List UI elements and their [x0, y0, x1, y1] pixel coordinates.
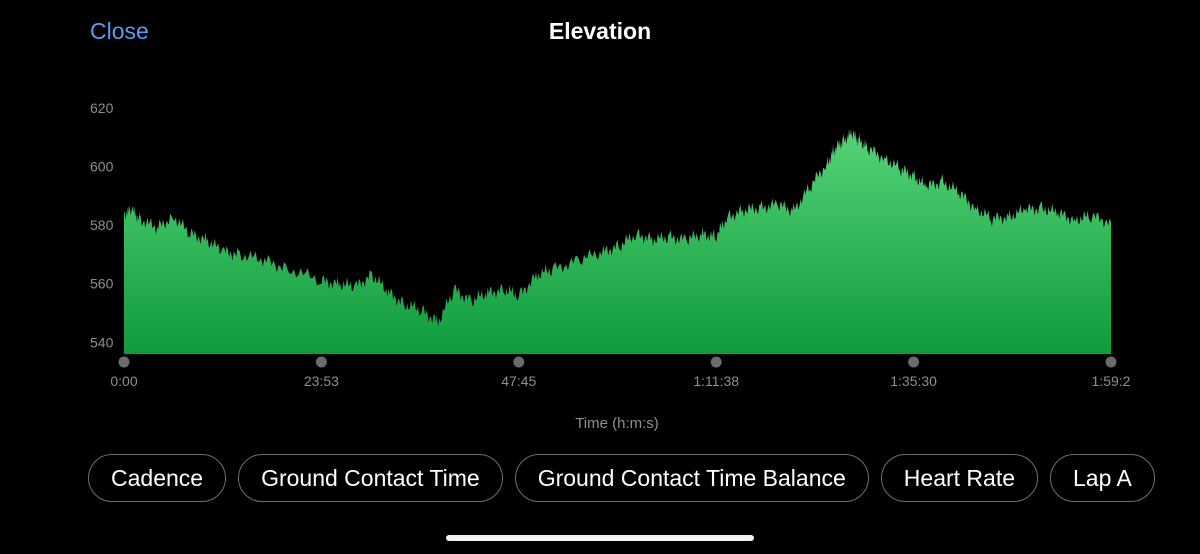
metric-pill-lap-a[interactable]: Lap A — [1050, 454, 1155, 502]
metric-pill-ground-contact-time-balance[interactable]: Ground Contact Time Balance — [514, 454, 869, 502]
elevation-chart: 540 560 580 600 620 0:00 23:53 47:45 1:11:38 1:3… — [90, 100, 1131, 432]
elevation-area — [124, 128, 1111, 354]
y-tick-label: 600 — [90, 158, 114, 174]
y-tick-label: 580 — [90, 217, 114, 233]
metric-pill-ground-contact-time[interactable]: Ground Contact Time — [238, 454, 503, 502]
metric-selector: Cadence Ground Contact Time Ground Contact… — [88, 454, 1155, 504]
x-tick-label: 1:59:2 — [1092, 373, 1131, 389]
y-tick-label: 560 — [90, 276, 114, 292]
x-tick-marker — [513, 356, 525, 368]
metric-pill-heart-rate[interactable]: Heart Rate — [880, 454, 1039, 502]
x-tick-label: 1:11:38 — [693, 373, 739, 389]
x-tick-marker — [1105, 356, 1117, 368]
x-tick-marker — [118, 356, 130, 368]
page-title: Elevation — [548, 18, 652, 44]
x-tick-label: 47:45 — [501, 373, 536, 389]
x-tick-label: 0:00 — [110, 373, 137, 389]
metric-pill-cadence[interactable]: Cadence — [88, 454, 227, 502]
y-tick-label: 620 — [90, 100, 114, 116]
x-tick-marker — [908, 356, 920, 368]
x-tick-label: 23:53 — [304, 373, 339, 389]
close-button[interactable]: Close — [90, 18, 149, 44]
x-tick-marker — [710, 356, 722, 368]
x-tick-marker — [315, 356, 327, 368]
x-tick-label: 1:35:30 — [890, 373, 937, 389]
y-tick-label: 540 — [90, 334, 114, 350]
home-indicator[interactable] — [446, 535, 754, 541]
x-axis-label: Time (h:m:s) — [575, 415, 659, 432]
